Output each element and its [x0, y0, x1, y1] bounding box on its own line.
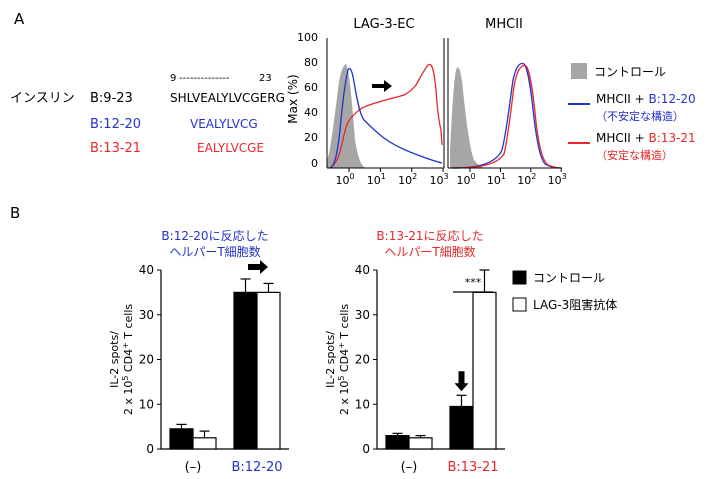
- hist-ytick: 20: [304, 131, 318, 144]
- peptide-seq-b12-20: VEALYLVCG: [190, 117, 258, 131]
- bar-category-label: (–): [185, 460, 202, 475]
- bar-chart-title: B:12-20に反応した: [161, 229, 268, 243]
- hist-xtick-label: 100: [335, 172, 354, 187]
- hist-ylabel: Max (%): [286, 74, 300, 123]
- bar-ylabel: 2 x 105 CD4+ T cells: [337, 304, 352, 416]
- hist-ytick: 0: [311, 157, 318, 170]
- peptide-name-b9-23: B:9-23: [90, 91, 133, 106]
- hist-title: LAG-3-EC: [353, 17, 414, 32]
- legend-red-note: （安定な構造）: [596, 148, 673, 162]
- bar-chart-title: B:13-21に反応した: [376, 229, 483, 243]
- bar: [449, 405, 474, 450]
- hist-ytick: 80: [304, 56, 318, 69]
- hist-xtick-label: 102: [398, 172, 417, 187]
- hist-xtick-label: 100: [456, 172, 475, 187]
- bar-chart-title: ヘルパーT細胞数: [384, 244, 475, 259]
- hist-control-fill: [450, 67, 486, 168]
- bar-ylabel: IL-2 spots/: [324, 331, 337, 388]
- peptide-seq-b9-23: SHLVEALYLVCGERG: [170, 91, 285, 105]
- bar: [233, 291, 258, 450]
- legend-blue-note: （不安定な構造）: [596, 109, 684, 123]
- bar-ytick-label: 40: [355, 263, 370, 277]
- hist-control-fill: [327, 64, 366, 168]
- bar: [472, 291, 497, 450]
- bar-ytick-label: 10: [355, 397, 370, 411]
- hist-title: MHCII: [485, 17, 523, 32]
- bar-chart-title: ヘルパーT細胞数: [169, 244, 260, 259]
- histogram-mhcii: MHCII 100 101 102 103: [447, 17, 567, 187]
- significance-label: ***: [465, 276, 482, 289]
- legend-control-swatch: [512, 270, 527, 285]
- bar-ytick-label: 40: [139, 263, 154, 277]
- bar-category-label: (–): [401, 460, 418, 475]
- legend-antibody-text: LAG-3阻害抗体: [533, 297, 617, 312]
- hist-ytick: 60: [304, 81, 318, 94]
- legend-top: コントロール MHCII + B:12-20 （不安定な構造） MHCII + …: [568, 63, 696, 162]
- ruler-dashes: --------------: [179, 73, 230, 84]
- bar-ytick-label: 30: [139, 308, 154, 322]
- hist-xtick-label: 102: [517, 172, 536, 187]
- bar: [169, 428, 194, 450]
- hist-xtick-label: 103: [430, 172, 449, 187]
- bar: [385, 434, 410, 450]
- hist-blue-line: [451, 62, 561, 169]
- insulin-peptides: インスリン 9 -------------- 23 B:9-23 SHLVEAL…: [10, 73, 285, 156]
- panel-label-a: A: [14, 10, 25, 28]
- hist-ytick: 100: [297, 31, 318, 44]
- legend-antibody-swatch: [512, 297, 527, 312]
- bar-category-label: B:12-20: [231, 460, 282, 475]
- legend-red-text: MHCII + B:13-21: [596, 131, 696, 145]
- bar-category-label: B:13-21: [447, 460, 498, 475]
- peptide-name-b13-21: B:13-21: [90, 141, 141, 156]
- hist-xtick-label: 103: [548, 172, 567, 187]
- hist-xtick-label: 101: [367, 172, 386, 187]
- bar-ytick-label: 20: [355, 353, 370, 367]
- histogram-section: Max (%) 0 20 40 60 80 100 LAG-3-EC 100 10…: [286, 17, 567, 187]
- bar: [256, 291, 281, 450]
- legend-control-text: コントロール: [533, 271, 605, 285]
- bar-ytick-label: 0: [362, 442, 370, 456]
- arrow-down-icon: [454, 371, 469, 392]
- panel-label-b: B: [10, 204, 20, 222]
- bar: [192, 437, 217, 450]
- bar-ylabel: IL-2 spots/: [108, 331, 121, 388]
- hist-ytick: 40: [304, 106, 318, 119]
- arrow-right-icon: [248, 259, 268, 274]
- hist-blue-line: [329, 67, 443, 169]
- hist-y-axis: 0 20 40 60 80 100: [297, 31, 318, 170]
- peptide-name-b12-20: B:12-20: [90, 117, 141, 132]
- legend-blue-text: MHCII + B:12-20: [596, 92, 696, 106]
- histogram-lag3-ec: LAG-3-EC 100 101 102 103: [326, 17, 449, 187]
- bar-ytick-label: 20: [139, 353, 154, 367]
- bar: [408, 437, 433, 450]
- legend-bottom: コントロール LAG-3阻害抗体: [512, 270, 617, 312]
- bar-ylabel: 2 x 105 CD4+ T cells: [121, 304, 136, 416]
- hist-red-line: [329, 63, 443, 169]
- hist-arrow: [372, 80, 392, 92]
- ruler-start: 9: [170, 73, 176, 84]
- bar-ytick-label: 0: [146, 442, 154, 456]
- peptide-seq-b13-21: EALYLVCGE: [197, 141, 264, 155]
- hist-red-line: [451, 64, 562, 169]
- bar-ytick-label: 10: [139, 397, 154, 411]
- legend-control-text: コントロール: [594, 65, 666, 79]
- insulin-label: インスリン: [10, 91, 75, 106]
- legend-control-swatch: [571, 63, 587, 79]
- ruler-end: 23: [259, 73, 272, 84]
- bar-ytick-label: 30: [355, 308, 370, 322]
- hist-xtick-label: 101: [487, 172, 506, 187]
